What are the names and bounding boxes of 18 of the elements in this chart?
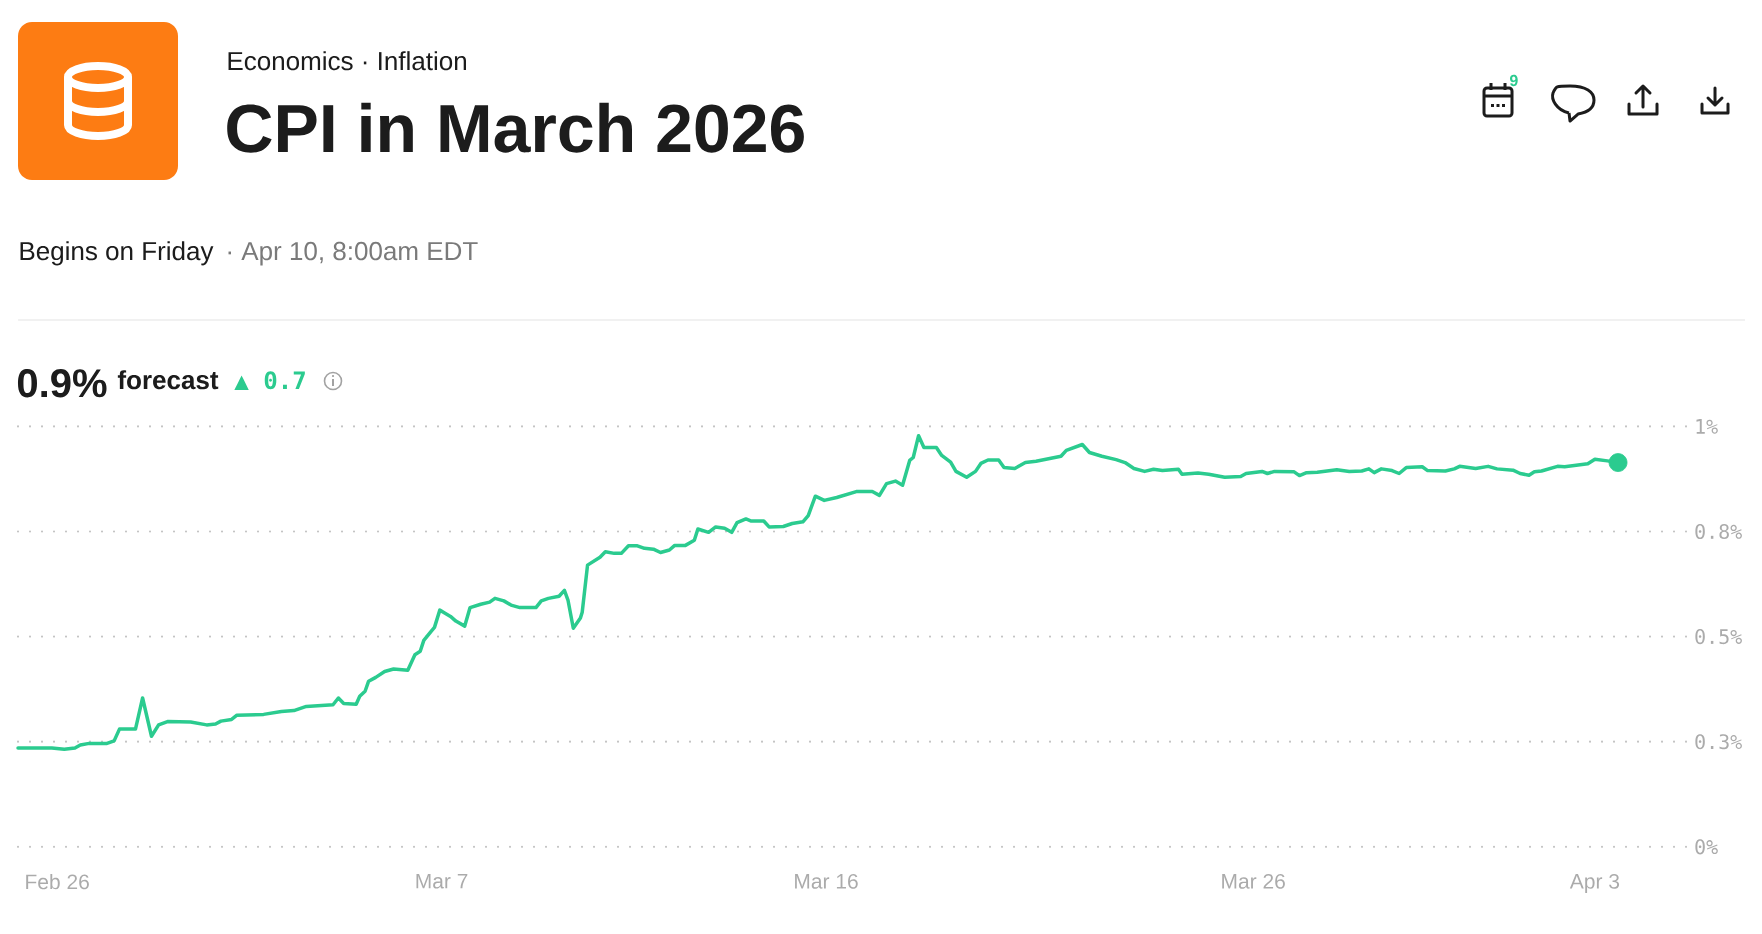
y-tick-label: 0%: [1695, 839, 1718, 855]
x-tick-label: Apr 3: [1569, 873, 1620, 893]
y-tick-label: 0.5%: [1695, 629, 1742, 645]
x-tick-label: Feb 26: [26, 873, 89, 890]
y-tick-label: 0.8%: [1695, 523, 1742, 540]
text: ▲ 0.7: [234, 371, 305, 390]
x-tick-label: Mar 7: [416, 873, 468, 889]
y-tick-label: 0.3%: [1695, 734, 1742, 750]
chart-subtitle: Economics · Inflation: [228, 51, 466, 71]
x-tick-label: Mar 16: [795, 873, 858, 889]
chart-title: CPI in March 2026: [227, 102, 804, 153]
x-tick-label: Mar 26: [1222, 873, 1285, 889]
text: Begins on Friday: [20, 241, 214, 266]
text: · Apr 10, 8:00am EDT: [228, 241, 478, 266]
text: forecast: [117, 370, 219, 390]
text: 0.9%: [17, 369, 107, 398]
y-tick-label: 1%: [1696, 419, 1718, 434]
text: 9: [1509, 74, 1518, 87]
